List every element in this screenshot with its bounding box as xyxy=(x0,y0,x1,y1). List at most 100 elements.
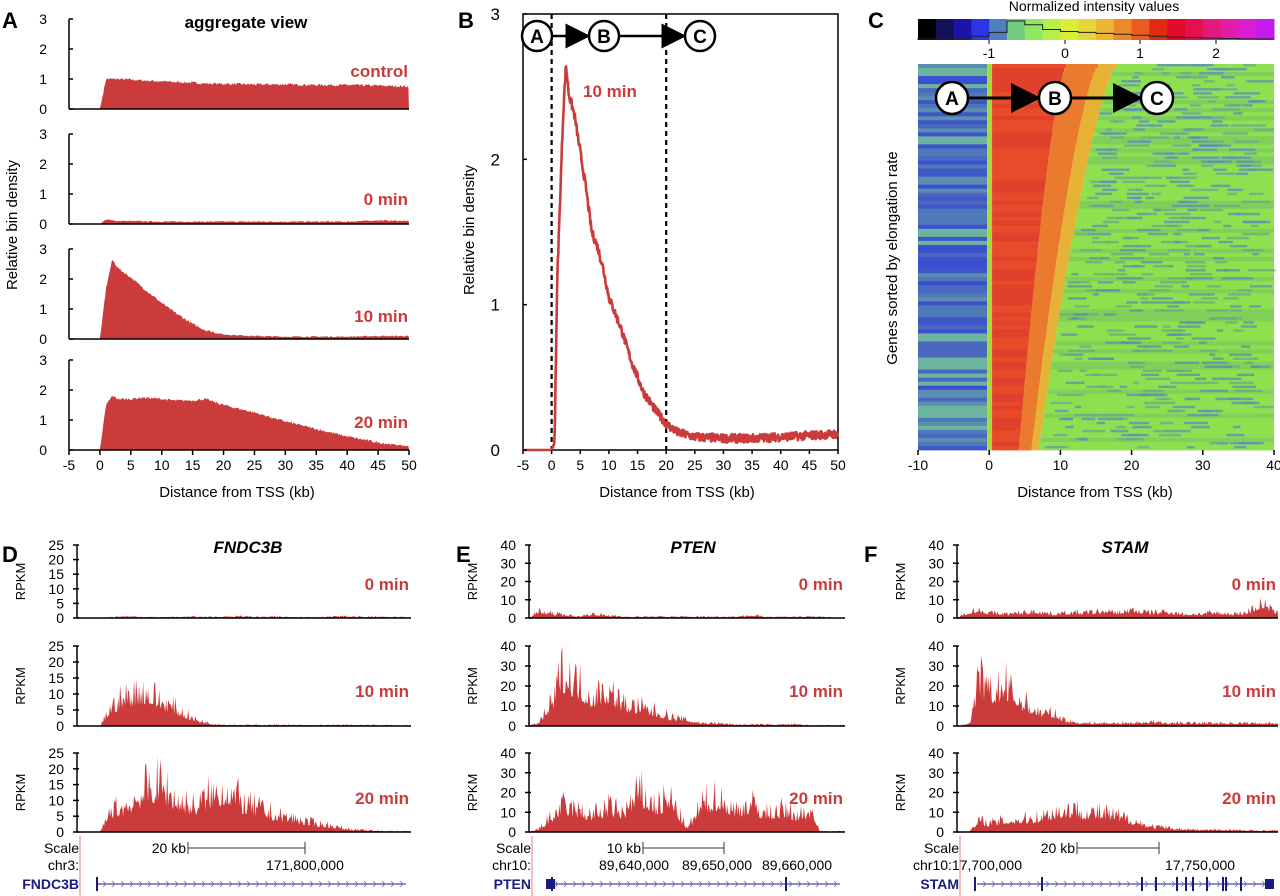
x-tick-label: 0 xyxy=(985,457,993,473)
heatmap-speckle xyxy=(1152,152,1174,155)
series-label: 0 min xyxy=(1232,575,1276,594)
strand-chevron-icon xyxy=(237,880,242,888)
marker-letter-c: C xyxy=(1150,89,1164,110)
heatmap-cell-high xyxy=(992,389,1025,395)
strand-chevron-icon xyxy=(336,880,341,888)
y-tick-label: 2 xyxy=(491,150,500,169)
heatmap-cell-high xyxy=(992,152,1050,157)
heatmap-cell-high xyxy=(992,144,1051,149)
x-tick-label: 15 xyxy=(185,457,201,473)
heatmap-cell-high xyxy=(992,425,1021,431)
y-tick-label: 0 xyxy=(936,718,944,734)
heatmap-speckle xyxy=(1235,389,1263,393)
heatmap-cell-mid xyxy=(1033,289,1053,294)
y-tick-label: 1 xyxy=(39,186,47,202)
heatmap-speckle xyxy=(1163,220,1190,224)
heatmap-row xyxy=(918,393,1274,399)
panel-b-series-label: 10 min xyxy=(583,82,637,101)
heatmap-cell-mid xyxy=(1036,257,1057,262)
heatmap-speckle xyxy=(1164,212,1191,216)
heatmap-speckle xyxy=(1230,124,1250,127)
heatmap-speckle xyxy=(1110,120,1118,123)
heatmap-cell-front xyxy=(1057,252,1070,258)
heatmap-speckle xyxy=(1227,192,1237,196)
heatmap-speckle xyxy=(1176,116,1192,119)
strand-chevron-icon xyxy=(1063,880,1068,888)
chrom-label: chr10: xyxy=(492,857,531,873)
heatmap-speckle xyxy=(1247,168,1274,171)
panel-b: B Relative bin density Distance from TSS… xyxy=(458,5,846,501)
heatmap-cell-tss xyxy=(987,236,993,242)
heatmap-cell-front xyxy=(1046,329,1057,334)
heatmap-speckle xyxy=(1184,421,1208,425)
series-label: 10 min xyxy=(1222,682,1276,701)
heatmap-speckle xyxy=(1230,277,1254,280)
heatmap-speckle xyxy=(1085,261,1103,264)
heatmap-cell-front xyxy=(1071,164,1087,169)
heatmap-speckle xyxy=(1167,333,1192,336)
y-tick-label: 0 xyxy=(56,824,64,840)
heatmap-speckle xyxy=(1181,112,1201,115)
series-label: 0 min xyxy=(365,575,409,594)
heatmap-cell-front xyxy=(1034,421,1043,427)
heatmap-speckle xyxy=(1059,353,1069,356)
heatmap-cell-high xyxy=(992,301,1033,306)
heatmap-cell-high xyxy=(992,381,1025,387)
heatmap-cell-background xyxy=(1104,92,1274,97)
heatmap-speckle xyxy=(1223,269,1241,272)
strand-chevron-icon xyxy=(1171,880,1176,888)
strand-chevron-icon xyxy=(1207,880,1212,888)
heatmap-cell-tss xyxy=(987,192,993,198)
heatmap-cell-background xyxy=(1088,156,1274,161)
heatmap-cell-upstream xyxy=(918,273,988,278)
x-tick-label: 20 xyxy=(216,457,232,473)
heatmap-cell-tss xyxy=(987,285,993,290)
heatmap-row xyxy=(918,297,1274,302)
heatmap-cell-tss xyxy=(987,156,993,161)
heatmap-speckle xyxy=(1144,345,1162,348)
heatmap-cell-tss xyxy=(987,281,993,286)
heatmap-cell-upstream xyxy=(918,236,988,242)
strand-chevron-icon xyxy=(590,880,595,888)
heatmap-cell-high xyxy=(992,337,1029,342)
heatmap-cell-tss xyxy=(987,140,993,145)
heatmap-row xyxy=(918,377,1274,383)
heatmap-cell-front xyxy=(1059,236,1073,242)
heatmap-cell-tss xyxy=(987,413,993,419)
scale-bar-label: 20 kb xyxy=(152,840,186,856)
heatmap-speckle xyxy=(1191,188,1219,192)
heatmap-cell-high xyxy=(992,240,1039,246)
heatmap-cell-front xyxy=(1075,144,1092,149)
heatmap-cell-mid xyxy=(1055,108,1084,113)
heatmap-row xyxy=(918,421,1274,427)
heatmap-speckle xyxy=(1119,88,1126,91)
heatmap-cell-tss xyxy=(987,176,993,182)
heatmap-row xyxy=(918,112,1274,117)
heatmap-cell-front xyxy=(1062,220,1076,226)
heatmap-speckle xyxy=(1193,92,1212,95)
heatmap-cell-high xyxy=(992,373,1026,379)
heatmap-cell-mid xyxy=(1052,132,1079,137)
heatmap-speckle xyxy=(1140,373,1160,377)
strand-chevron-icon xyxy=(689,880,694,888)
heatmap-cell-background xyxy=(1107,84,1274,89)
heatmap-cell-front xyxy=(1095,68,1115,73)
heatmap-speckle xyxy=(1213,204,1241,208)
strand-chevron-icon xyxy=(1045,880,1050,888)
heatmap-cell-front xyxy=(1034,425,1042,431)
heatmap-cell-high xyxy=(992,68,1065,73)
heatmap-cell-tss xyxy=(987,429,993,435)
heatmap-speckle xyxy=(1166,224,1183,228)
strand-chevron-icon xyxy=(273,880,278,888)
heatmap-cell-upstream xyxy=(918,248,988,254)
heatmap-speckle xyxy=(1092,224,1109,228)
heatmap-speckle xyxy=(1243,64,1256,67)
heatmap-cell-front xyxy=(1040,373,1050,379)
heatmap-speckle xyxy=(1102,188,1118,192)
heatmap-speckle xyxy=(1122,236,1133,240)
heatmap-speckle xyxy=(1151,212,1158,216)
heatmap-speckle xyxy=(1081,228,1091,232)
heatmap-cell-front xyxy=(1093,72,1113,77)
heatmap-cell-mid xyxy=(1060,80,1091,85)
strand-chevron-icon xyxy=(1090,880,1095,888)
